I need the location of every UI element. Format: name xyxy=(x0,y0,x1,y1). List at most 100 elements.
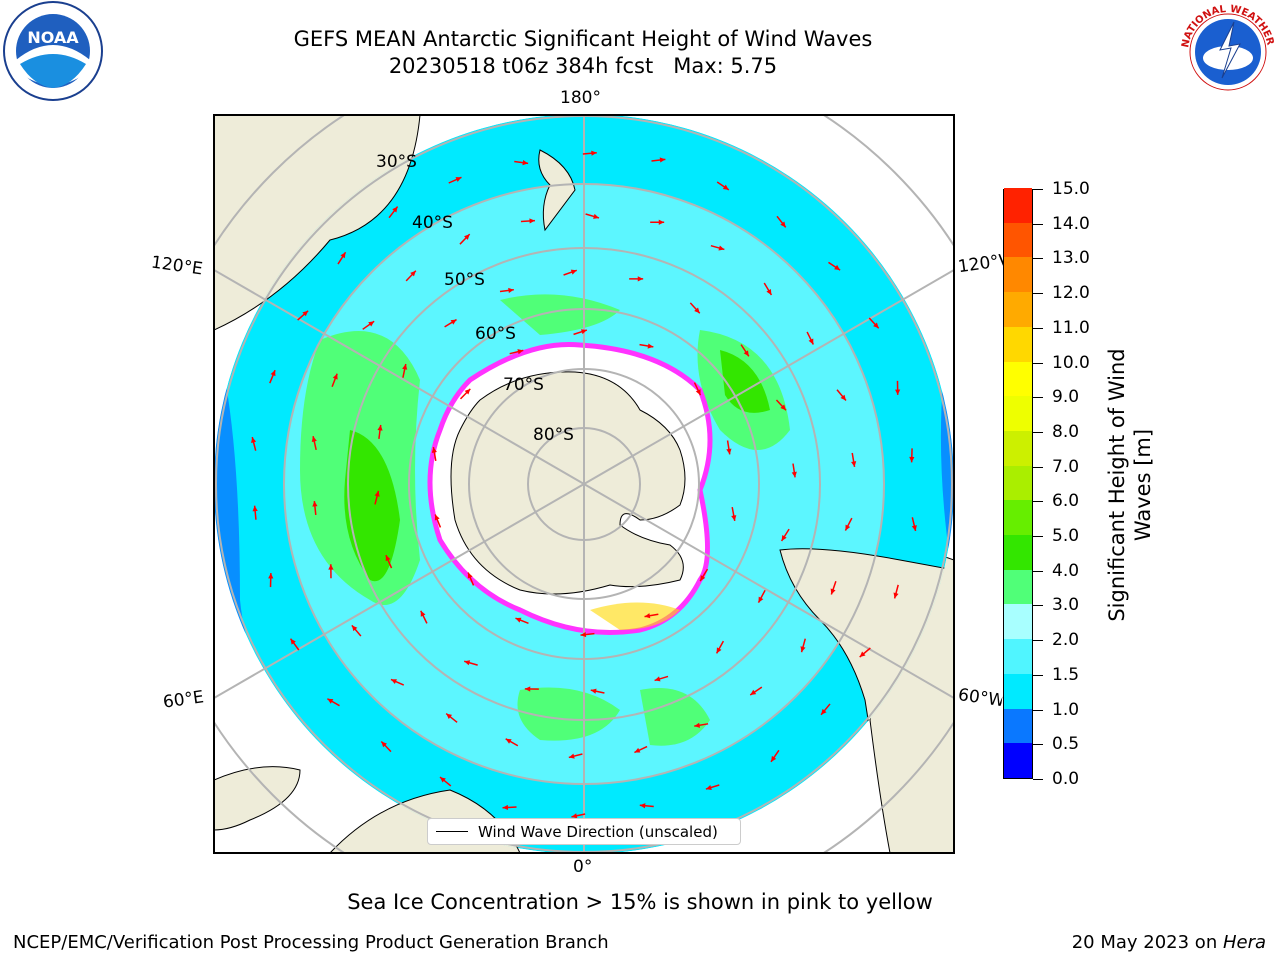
colorbar-tick-label: 0.0 xyxy=(1052,769,1080,789)
new-zealand-land xyxy=(538,149,576,232)
wave-direction-arrowhead xyxy=(571,813,578,819)
lat-label-50s: 50°S xyxy=(444,270,485,290)
colorbar-tick xyxy=(1033,536,1043,538)
wave-direction-arrowhead xyxy=(895,389,901,395)
wave-direction-arrowhead xyxy=(590,688,597,694)
wave-direction-arrowhead xyxy=(637,276,644,282)
wave-direction-arrowhead xyxy=(800,646,806,653)
wave-direction-arrowhead xyxy=(593,213,600,219)
colorbar-tick-label: 14.0 xyxy=(1052,213,1090,234)
wave-direction-arrowhead xyxy=(893,592,899,599)
colorbar-tick-label: 0.5 xyxy=(1052,734,1080,755)
wave-direction-arrowhead xyxy=(340,252,346,259)
wave-direction-arrowhead xyxy=(580,329,587,335)
wave-direction-arrowhead xyxy=(517,349,524,355)
wave-direction-arrowhead xyxy=(420,610,426,617)
wave-direction-arrowhead xyxy=(455,177,462,182)
wave-direction-arrowhead xyxy=(911,525,917,531)
wave-direction-arrowhead xyxy=(515,617,522,623)
colorbar-tick xyxy=(1033,362,1043,364)
wave-direction-arrowhead xyxy=(731,515,737,521)
colorbar-segment xyxy=(1004,534,1032,570)
colorbar-tick-label: 13.0 xyxy=(1052,248,1090,269)
colorbar-segment xyxy=(1004,708,1032,744)
wave-direction-arrowhead xyxy=(647,343,654,349)
wave-direction-arrowhead xyxy=(311,436,317,443)
wave-direction-arrowhead xyxy=(695,389,701,396)
wave-direction-arrowhead xyxy=(834,264,841,271)
wave-direction-arrowhead xyxy=(726,448,732,455)
footer-machine: Hera xyxy=(1222,932,1266,953)
wave-direction-arrowhead xyxy=(750,689,757,695)
colorbar-tick-label: 1.5 xyxy=(1052,664,1080,685)
wave-direction-arrowhead xyxy=(780,404,786,411)
colorbar-segment xyxy=(1004,465,1032,501)
colorbar-tick-label: 1.0 xyxy=(1052,699,1080,720)
wave-direction-arrowhead xyxy=(771,755,777,762)
colorbar-tick-label: 6.0 xyxy=(1052,491,1080,512)
colorbar-tick-label: 8.0 xyxy=(1052,421,1080,442)
colorbar-segment xyxy=(1004,673,1032,709)
colorbar-segment xyxy=(1004,187,1032,223)
wave-direction-arrowhead xyxy=(722,184,729,190)
wave-direction-arrowhead xyxy=(368,321,375,327)
wave-direction-arrowhead xyxy=(743,350,749,357)
colorbar-tick-label: 11.0 xyxy=(1052,317,1090,338)
lat-label-60s: 60°S xyxy=(475,324,516,344)
wave-direction-arrowhead xyxy=(522,160,529,166)
wave-direction-arrowhead xyxy=(431,447,437,453)
wave-direction-arrowhead xyxy=(591,150,597,156)
wave-direction-arrowhead xyxy=(502,804,509,811)
wave-direction-arrowhead xyxy=(634,747,641,753)
lon-label-180: 180° xyxy=(560,88,601,108)
wave-direction-arrowhead xyxy=(851,461,857,467)
colorbar-segment xyxy=(1004,256,1032,293)
chart-subtitle: 20230518 t06z 384h fcst Max: 5.75 xyxy=(388,54,778,78)
wind-wave-arrows xyxy=(251,150,917,819)
svg-text:NOAA: NOAA xyxy=(27,28,79,47)
colorbar-tick-label: 12.0 xyxy=(1052,283,1090,304)
wave-direction-arrowhead xyxy=(705,785,712,791)
colorbar-tick xyxy=(1033,744,1043,746)
wave-direction-arrowhead xyxy=(467,572,473,579)
lat-label-70s: 70°S xyxy=(503,375,544,395)
colorbar-segment xyxy=(1004,430,1032,466)
colorbar-tick xyxy=(1033,327,1043,329)
lat-label-30s: 30°S xyxy=(376,152,417,172)
wave-direction-arrowhead xyxy=(766,289,772,295)
colorbar-tick xyxy=(1033,293,1043,295)
wave-direction-arrowhead xyxy=(639,803,646,809)
colorbar-tick-label: 7.0 xyxy=(1052,456,1080,477)
wave-direction-arrowhead xyxy=(529,218,535,224)
wave-direction-arrowhead xyxy=(845,524,851,531)
wave-direction-arrowhead xyxy=(268,573,274,579)
wave-direction-arrowhead xyxy=(390,679,397,684)
colorbar-tick xyxy=(1033,258,1043,260)
noaa-logo: NOAA xyxy=(3,1,103,101)
colorbar xyxy=(1003,187,1033,779)
wave-direction-arrowhead xyxy=(434,514,440,521)
legend-label: Wind Wave Direction (unscaled) xyxy=(478,823,718,841)
wave-direction-arrowhead xyxy=(270,370,276,377)
wave-direction-arrowhead xyxy=(808,338,814,345)
colorbar-tick-label: 5.0 xyxy=(1052,526,1080,547)
lat-label-40s: 40°S xyxy=(412,213,453,233)
antarctica-land xyxy=(450,371,686,595)
colorbar-tick xyxy=(1033,466,1043,468)
wave-direction-arrowhead xyxy=(385,555,391,562)
wave-direction-arrowhead xyxy=(351,625,358,632)
colorbar-tick xyxy=(1033,189,1043,190)
wave-direction-arrowhead xyxy=(654,676,661,682)
wave-direction-arrowhead xyxy=(758,596,764,603)
wave-direction-arrowhead xyxy=(392,206,398,213)
wave-direction-arrowhead xyxy=(821,708,827,715)
wave-direction-arrowhead xyxy=(251,437,257,443)
colorbar-segment xyxy=(1004,638,1032,674)
wave-direction-arrowhead xyxy=(312,501,318,507)
wave-direction-arrowhead xyxy=(464,388,471,395)
wave-direction-arrowhead xyxy=(450,319,457,325)
colorbar-segment xyxy=(1004,326,1032,362)
wave-direction-arrowhead xyxy=(909,456,915,463)
wave-direction-arrowhead xyxy=(302,310,309,317)
wave-direction-arrowhead xyxy=(446,713,453,719)
